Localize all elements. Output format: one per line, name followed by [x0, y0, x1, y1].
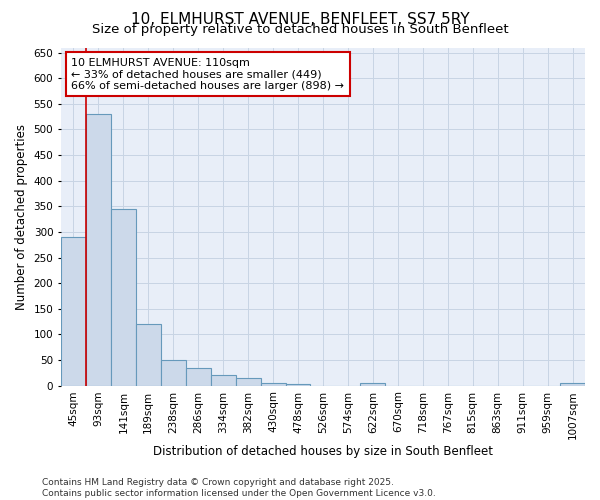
Text: Contains HM Land Registry data © Crown copyright and database right 2025.
Contai: Contains HM Land Registry data © Crown c… — [42, 478, 436, 498]
X-axis label: Distribution of detached houses by size in South Benfleet: Distribution of detached houses by size … — [153, 444, 493, 458]
Text: 10 ELMHURST AVENUE: 110sqm
← 33% of detached houses are smaller (449)
66% of sem: 10 ELMHURST AVENUE: 110sqm ← 33% of deta… — [71, 58, 344, 91]
Y-axis label: Number of detached properties: Number of detached properties — [15, 124, 28, 310]
Text: 10, ELMHURST AVENUE, BENFLEET, SS7 5RY: 10, ELMHURST AVENUE, BENFLEET, SS7 5RY — [131, 12, 469, 28]
Bar — [136, 324, 161, 386]
Bar — [260, 383, 286, 386]
Bar — [186, 368, 211, 386]
Bar — [86, 114, 111, 386]
Bar — [236, 378, 260, 386]
Bar — [61, 237, 86, 386]
Bar — [560, 383, 585, 386]
Bar — [361, 383, 385, 386]
Bar — [111, 209, 136, 386]
Text: Size of property relative to detached houses in South Benfleet: Size of property relative to detached ho… — [92, 22, 508, 36]
Bar — [161, 360, 186, 386]
Bar — [286, 384, 310, 386]
Bar — [211, 376, 236, 386]
